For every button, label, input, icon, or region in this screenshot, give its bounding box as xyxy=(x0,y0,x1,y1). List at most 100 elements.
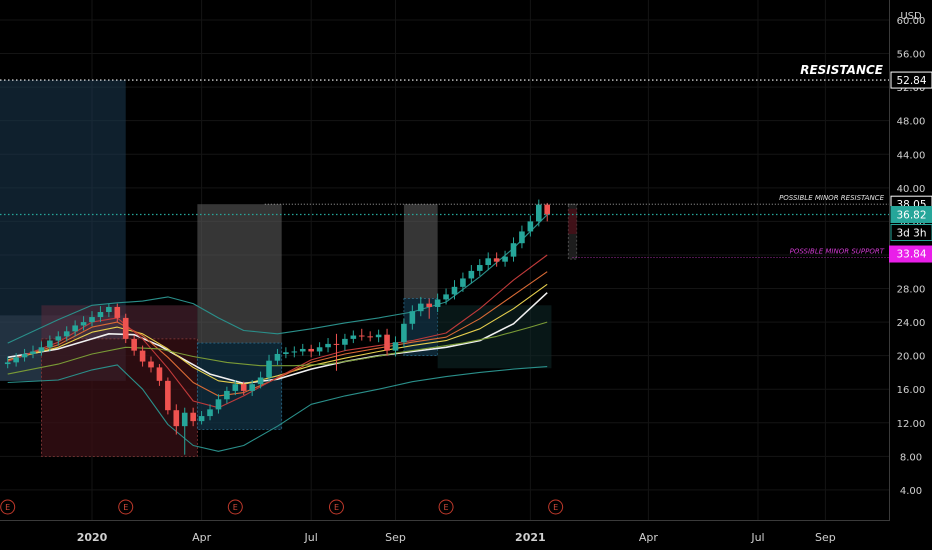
candle xyxy=(342,333,348,351)
candle xyxy=(181,407,188,455)
candle-body xyxy=(266,360,272,378)
candle xyxy=(80,316,87,331)
candle-body xyxy=(173,410,180,427)
candle-body xyxy=(215,399,222,410)
minor-support-price-text: 33.84 xyxy=(896,249,926,261)
zone-6 xyxy=(403,204,438,299)
candle-body xyxy=(350,335,357,339)
candle xyxy=(249,379,255,396)
earnings-event: E xyxy=(118,499,134,515)
candle-body xyxy=(55,336,62,341)
candle-body xyxy=(122,317,129,339)
candle-body xyxy=(21,353,28,358)
earnings-event-label: E xyxy=(123,503,128,512)
candle xyxy=(240,381,247,396)
candle xyxy=(451,280,458,300)
candle xyxy=(409,305,416,330)
candle xyxy=(316,342,323,356)
candle-body xyxy=(13,357,19,363)
earnings-event-label: E xyxy=(334,503,339,512)
candle xyxy=(63,326,70,342)
y-tick-label-5: 24.00 xyxy=(897,318,926,329)
candle-body xyxy=(510,243,517,257)
candle-body xyxy=(156,367,163,381)
countdown-tag: 3d 3h xyxy=(890,224,932,242)
candle-body xyxy=(375,334,382,338)
candle-body xyxy=(181,412,188,427)
candle-body xyxy=(106,306,112,313)
candle-body xyxy=(131,338,137,351)
candle-body xyxy=(47,340,53,348)
minor-support-price-bg xyxy=(889,245,932,263)
minor-resistance-label: POSSIBLE MINOR RESISTANCE xyxy=(779,194,885,202)
x-tick-label-6: Jul xyxy=(750,531,764,544)
candle-body xyxy=(367,336,373,338)
earnings-event: E xyxy=(438,499,454,515)
candle xyxy=(106,303,112,318)
candle xyxy=(122,313,129,344)
candle-body xyxy=(333,343,340,345)
candle-body xyxy=(232,384,239,391)
candle-body xyxy=(38,347,45,352)
x-tick-label-4: 2021 xyxy=(515,531,546,544)
candle-body xyxy=(283,352,289,354)
candle xyxy=(460,272,466,292)
candle-body xyxy=(535,204,542,222)
candle-body xyxy=(198,416,205,422)
x-tick-label-7: Sep xyxy=(815,531,836,544)
candle xyxy=(325,338,331,353)
candle xyxy=(544,202,551,222)
candle xyxy=(384,328,390,356)
candle xyxy=(527,215,534,237)
candle xyxy=(89,311,95,327)
earnings-event-label: E xyxy=(233,503,238,512)
x-tick-label-0: 2020 xyxy=(77,531,108,544)
earnings-event: E xyxy=(0,499,16,515)
candle xyxy=(207,404,213,421)
candle-body xyxy=(502,256,508,262)
levels: RESISTANCE POSSIBLE MINOR RESISTANCE POS… xyxy=(0,63,889,258)
candle-body xyxy=(114,306,121,318)
y-tick-label-12: 52.00 xyxy=(897,83,926,94)
candle-body xyxy=(468,270,475,279)
candle xyxy=(426,298,432,319)
countdown-text: 3d 3h xyxy=(896,228,926,240)
candle-body xyxy=(63,331,70,337)
zones xyxy=(0,80,578,457)
candle xyxy=(13,353,19,367)
candle xyxy=(274,348,281,365)
candle-body xyxy=(460,278,466,287)
candle xyxy=(468,265,475,284)
candle-body xyxy=(30,351,36,354)
candle xyxy=(148,356,154,373)
resistance-price-tag-text: 52.84 xyxy=(896,75,926,87)
candle-body xyxy=(519,231,525,244)
earnings-icon xyxy=(328,499,344,515)
candle-body xyxy=(80,322,87,326)
candle xyxy=(224,386,230,404)
candle xyxy=(47,335,53,352)
candle-body xyxy=(207,409,213,417)
zone-3 xyxy=(41,338,198,457)
y-tick-label-10: 44.00 xyxy=(897,150,926,161)
time-axis-bg[interactable] xyxy=(0,520,932,550)
zone-10 xyxy=(568,208,577,234)
candle xyxy=(291,346,298,358)
current-price-tag: 36.82 xyxy=(890,206,932,224)
candle-body xyxy=(493,258,500,262)
candle xyxy=(502,250,508,267)
candle xyxy=(493,252,500,267)
candle-body xyxy=(485,258,492,266)
candle xyxy=(434,293,441,313)
earnings-icon xyxy=(548,499,564,515)
candle xyxy=(55,331,62,346)
candle xyxy=(21,348,28,362)
y-tick-label-11: 48.00 xyxy=(897,117,926,128)
candle-body xyxy=(97,312,104,318)
candle xyxy=(165,377,171,415)
candle-body xyxy=(476,265,483,271)
